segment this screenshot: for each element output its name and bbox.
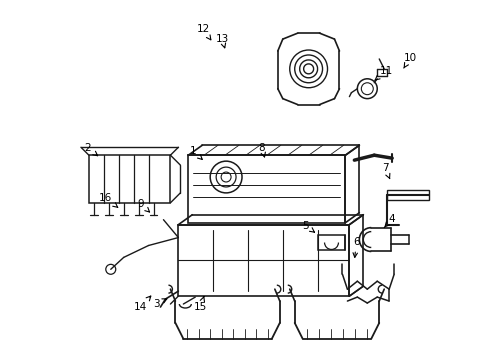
Text: 13: 13: [215, 34, 228, 48]
Text: 4: 4: [384, 214, 395, 228]
Text: 11: 11: [374, 66, 392, 80]
Text: 5: 5: [302, 221, 314, 232]
Text: 14: 14: [134, 296, 150, 312]
Text: 10: 10: [403, 53, 416, 68]
Text: 15: 15: [193, 296, 206, 312]
Text: 2: 2: [84, 143, 98, 156]
Text: 7: 7: [381, 163, 389, 179]
Text: 1: 1: [190, 146, 202, 159]
Bar: [317, 235, 345, 251]
Text: 3: 3: [153, 299, 166, 309]
Text: 6: 6: [352, 237, 359, 257]
Bar: [89, 155, 170, 203]
Text: 8: 8: [258, 143, 265, 157]
Text: 12: 12: [196, 24, 210, 40]
Bar: [386, 190, 428, 200]
Text: 16: 16: [99, 193, 118, 207]
Bar: [188, 155, 345, 223]
Text: 9: 9: [137, 199, 149, 212]
Bar: [178, 225, 349, 296]
